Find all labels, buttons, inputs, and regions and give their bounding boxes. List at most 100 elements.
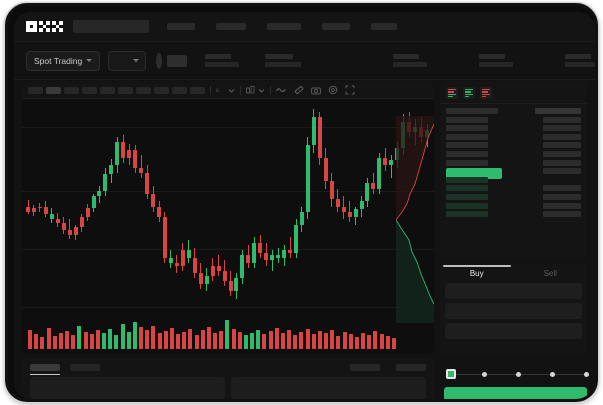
spot-trading-dropdown[interactable]: Spot Trading — [26, 50, 101, 71]
volume-bar-25 — [176, 334, 180, 349]
order-book-ask-row[interactable] — [446, 150, 581, 157]
line-wave-icon[interactable] — [276, 86, 287, 94]
slider-handle[interactable] — [446, 369, 456, 379]
order-book-ask-row[interactable] — [446, 116, 581, 123]
candle-body — [335, 198, 340, 207]
logo-glyph-x — [52, 21, 63, 32]
bottom-action-2[interactable] — [396, 364, 426, 371]
volume-bar-47 — [311, 334, 316, 349]
timeframe-button-1[interactable] — [28, 86, 43, 94]
nav-item-5[interactable] — [371, 23, 397, 30]
timeframe-button-7[interactable] — [136, 86, 151, 94]
slider-stop-100[interactable] — [583, 371, 589, 377]
camera-icon[interactable] — [311, 86, 321, 95]
indicator-icon[interactable]: ıl. — [216, 86, 225, 94]
order-book-rows[interactable] — [440, 104, 587, 218]
order-book-header-row[interactable] — [446, 108, 581, 114]
volume-bar-14 — [108, 329, 113, 349]
fullscreen-icon[interactable] — [345, 85, 355, 95]
tab-buy[interactable]: Buy — [469, 269, 484, 278]
volume-bar-7 — [65, 331, 69, 349]
order-price — [535, 108, 581, 114]
candle-body — [174, 263, 179, 266]
slider-stop-25[interactable] — [481, 371, 487, 377]
order-book-ask-row[interactable] — [446, 159, 581, 166]
market-stats-row — [205, 54, 595, 67]
trading-pair-dropdown[interactable] — [108, 50, 146, 71]
nav-item-3[interactable] — [267, 23, 301, 30]
bottom-action-1[interactable] — [350, 364, 380, 371]
timeframe-button-10[interactable] — [190, 86, 205, 94]
top-navigation-bar — [14, 12, 595, 42]
settings-gear-icon[interactable] — [328, 85, 338, 95]
orderbook-view-bids-icon[interactable] — [463, 87, 475, 99]
candle-body — [234, 278, 239, 292]
submit-order-button[interactable] — [444, 387, 587, 399]
candle-body — [151, 193, 156, 207]
ruler-icon[interactable] — [294, 85, 304, 95]
timeframe-button-2[interactable] — [46, 86, 61, 94]
order-book-bid-row[interactable] — [446, 211, 581, 218]
candle-wick — [390, 155, 392, 179]
order-book-spread-row[interactable] — [446, 168, 581, 180]
device-frame: Spot Trading ıl. — [5, 3, 598, 402]
candlestick-chart-canvas[interactable] — [22, 99, 434, 354]
candle-body — [288, 250, 293, 253]
search-input[interactable] — [73, 20, 149, 33]
volume-bar-24 — [169, 328, 174, 349]
orderbook-view-both-icon[interactable] — [446, 87, 458, 99]
volume-bar-43 — [287, 330, 291, 349]
order-book-bid-row[interactable] — [446, 185, 581, 192]
chevron-down-icon[interactable] — [258, 87, 265, 94]
orders-card-1[interactable] — [30, 377, 225, 399]
timeframe-button-5[interactable] — [100, 86, 115, 94]
order-book-bid-row[interactable] — [446, 193, 581, 200]
order-price — [543, 185, 581, 192]
tab-sell[interactable]: Sell — [543, 269, 557, 278]
slider-stop-50[interactable] — [515, 371, 521, 377]
order-price — [543, 202, 581, 209]
volume-bar-5 — [52, 336, 57, 349]
chevron-down-icon — [132, 59, 139, 62]
slider-stop-75[interactable] — [549, 371, 555, 377]
order-book-bid-row[interactable] — [446, 202, 581, 209]
candle-body — [299, 211, 304, 225]
chevron-down-icon[interactable] — [228, 87, 235, 94]
nav-item-4[interactable] — [322, 23, 350, 30]
timeframe-button-9[interactable] — [172, 86, 187, 94]
amount-percent-slider[interactable] — [444, 369, 594, 381]
candle-body — [323, 157, 328, 181]
stat-4-label — [479, 54, 505, 59]
candle-body — [210, 265, 215, 276]
timeframe-button-3[interactable] — [64, 86, 79, 94]
order-price — [543, 211, 581, 218]
candle-body — [252, 242, 257, 264]
order-book-ask-row[interactable] — [446, 133, 581, 140]
compare-icon[interactable] — [246, 86, 255, 94]
total-field[interactable] — [445, 323, 582, 339]
orders-card-2[interactable] — [231, 377, 426, 399]
order-amount — [446, 159, 488, 166]
volume-bar-29 — [200, 330, 205, 349]
candle-body — [61, 223, 66, 230]
okx-logo[interactable] — [26, 21, 63, 32]
orderbook-view-asks-icon[interactable] — [480, 87, 492, 99]
order-amount — [446, 142, 488, 149]
price-field[interactable] — [445, 283, 582, 299]
nav-item-1[interactable] — [167, 23, 195, 30]
tab-open-orders[interactable] — [30, 364, 60, 371]
timeframe-button-6[interactable] — [118, 86, 133, 94]
order-book-bid-row[interactable] — [446, 176, 581, 183]
candle-body — [282, 250, 287, 258]
order-book-ask-row[interactable] — [446, 142, 581, 149]
order-price — [543, 168, 581, 175]
candle-body — [97, 191, 102, 197]
order-book-ask-row[interactable] — [446, 125, 581, 132]
volume-bar-12 — [95, 330, 100, 349]
timeframe-button-8[interactable] — [154, 86, 169, 94]
amount-field[interactable] — [445, 303, 582, 319]
tab-order-history[interactable] — [70, 364, 100, 371]
timeframe-button-4[interactable] — [82, 86, 97, 94]
nav-item-2[interactable] — [216, 23, 246, 30]
volume-bar-59 — [385, 336, 390, 349]
